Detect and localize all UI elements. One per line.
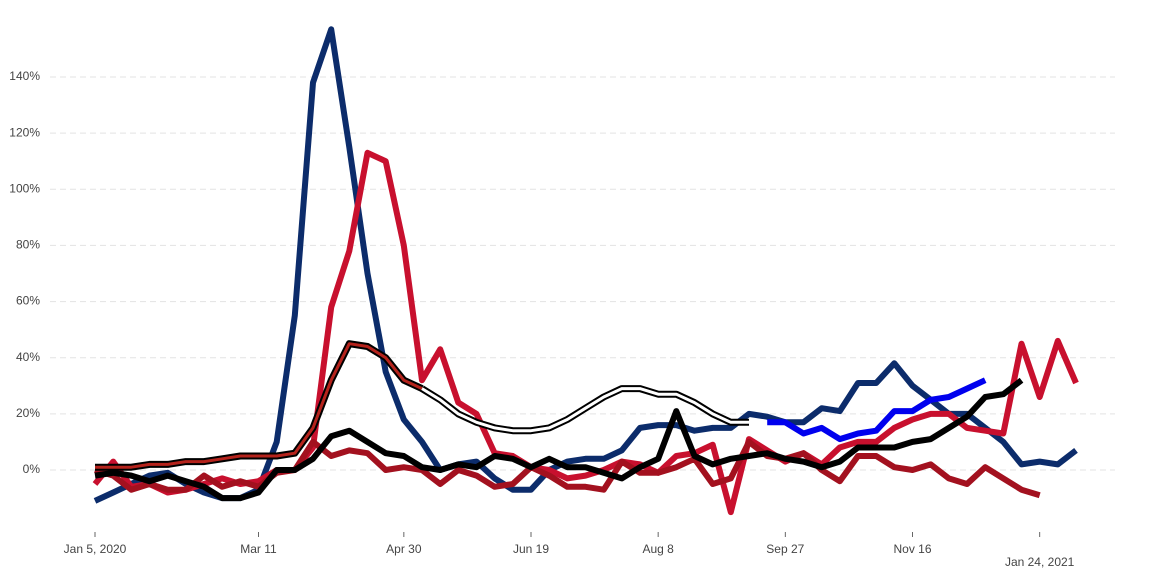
x-tick-label: Sep 27 [766, 542, 804, 556]
x-tick-label: Jan 24, 2021 [1005, 555, 1075, 569]
series-line [94, 377, 1024, 502]
x-tick-label: Mar 11 [240, 542, 277, 556]
x-tick-label: Jun 19 [513, 542, 549, 556]
series-line [95, 342, 423, 469]
y-tick-label: 120% [9, 125, 40, 139]
x-tick-label: Apr 30 [386, 542, 422, 556]
y-tick-label: 0% [23, 462, 41, 476]
series-line [421, 387, 749, 433]
series-line [93, 26, 1078, 504]
y-tick-label: 100% [9, 181, 40, 195]
y-tick-label: 60% [16, 294, 40, 308]
series-line [94, 438, 1041, 499]
x-tick-label: Nov 16 [893, 542, 931, 556]
series-line [92, 149, 1079, 516]
x-tick-label: Aug 8 [642, 542, 674, 556]
y-tick-label: 140% [9, 69, 40, 83]
series-line [767, 377, 987, 443]
y-tick-label: 20% [16, 406, 40, 420]
y-tick-label: 40% [16, 350, 40, 364]
x-tick-label: Jan 5, 2020 [64, 542, 127, 556]
y-tick-label: 80% [16, 238, 40, 252]
